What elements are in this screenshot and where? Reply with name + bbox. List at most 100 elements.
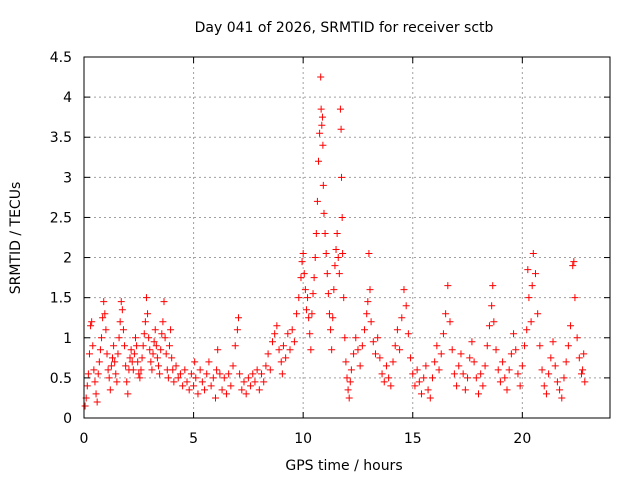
data-point (512, 346, 520, 354)
data-point (107, 362, 115, 370)
data-point (328, 346, 336, 354)
data-point (103, 350, 111, 358)
data-point (279, 342, 287, 350)
data-point (317, 73, 325, 81)
data-point (139, 342, 147, 350)
data-point (179, 382, 187, 390)
x-tick-label: 5 (189, 431, 198, 447)
data-point (260, 378, 268, 386)
data-point (435, 366, 443, 374)
data-point (164, 374, 172, 382)
x-tick-label: 20 (513, 431, 531, 447)
data-point (424, 386, 432, 394)
data-point (105, 374, 113, 382)
data-point (402, 302, 410, 310)
data-point (324, 290, 332, 298)
data-point (213, 366, 221, 374)
data-point (573, 334, 581, 342)
data-point (91, 378, 99, 386)
x-axis-label: GPS time / hours (285, 458, 402, 474)
data-point (156, 370, 164, 378)
data-point (308, 310, 316, 318)
data-point (118, 306, 126, 314)
data-point (413, 366, 421, 374)
data-point (464, 374, 472, 382)
data-point (344, 386, 352, 394)
data-point (540, 382, 548, 390)
data-point (277, 358, 285, 366)
data-point (325, 310, 333, 318)
data-point (358, 342, 366, 350)
data-point (466, 354, 474, 362)
data-point (366, 286, 374, 294)
data-point (249, 370, 257, 378)
data-point (409, 370, 417, 378)
x-tick-label: 10 (294, 431, 312, 447)
data-point (129, 366, 137, 374)
data-point (371, 350, 379, 358)
y-tick-label: 4 (63, 90, 72, 106)
data-point (150, 338, 158, 346)
data-point (556, 386, 564, 394)
data-point (516, 382, 524, 390)
data-point (110, 342, 118, 350)
data-point (90, 366, 98, 374)
data-point (376, 354, 384, 362)
data-point (580, 350, 588, 358)
data-point (87, 322, 95, 330)
data-point (579, 366, 587, 374)
data-point (116, 318, 124, 326)
data-point (338, 173, 346, 181)
data-point (428, 374, 436, 382)
data-point (553, 378, 561, 386)
data-point (320, 209, 328, 217)
data-point (168, 354, 176, 362)
data-point (327, 326, 335, 334)
data-point (290, 338, 298, 346)
data-point (301, 286, 309, 294)
data-point (459, 370, 467, 378)
data-point (389, 358, 397, 366)
data-point (151, 326, 159, 334)
data-point (136, 374, 144, 382)
data-point (446, 318, 454, 326)
data-point (442, 310, 450, 318)
data-point (92, 390, 100, 398)
data-point (481, 362, 489, 370)
data-point (192, 374, 200, 382)
data-point (315, 157, 323, 165)
data-point (190, 382, 198, 390)
data-point (295, 294, 303, 302)
data-point (149, 350, 157, 358)
data-points (81, 73, 589, 410)
data-point (310, 274, 318, 282)
data-point (488, 302, 496, 310)
data-point (312, 229, 320, 237)
data-point (157, 346, 165, 354)
data-point (194, 390, 202, 398)
data-point (411, 382, 419, 390)
data-point (88, 318, 96, 326)
data-point (581, 378, 589, 386)
data-point (494, 366, 502, 374)
data-point (145, 334, 153, 342)
data-point (367, 318, 375, 326)
data-point (255, 386, 263, 394)
data-point (203, 370, 211, 378)
data-point (330, 286, 338, 294)
data-point (112, 370, 120, 378)
data-point (264, 350, 272, 358)
data-point (130, 350, 138, 358)
data-point (176, 370, 184, 378)
data-point (258, 370, 266, 378)
data-point (490, 318, 498, 326)
data-point (527, 318, 535, 326)
data-point (420, 374, 428, 382)
data-point (319, 181, 327, 189)
data-point (218, 386, 226, 394)
data-point (140, 330, 148, 338)
data-point (96, 346, 104, 354)
data-point (341, 334, 349, 342)
data-point (549, 338, 557, 346)
data-point (158, 330, 166, 338)
